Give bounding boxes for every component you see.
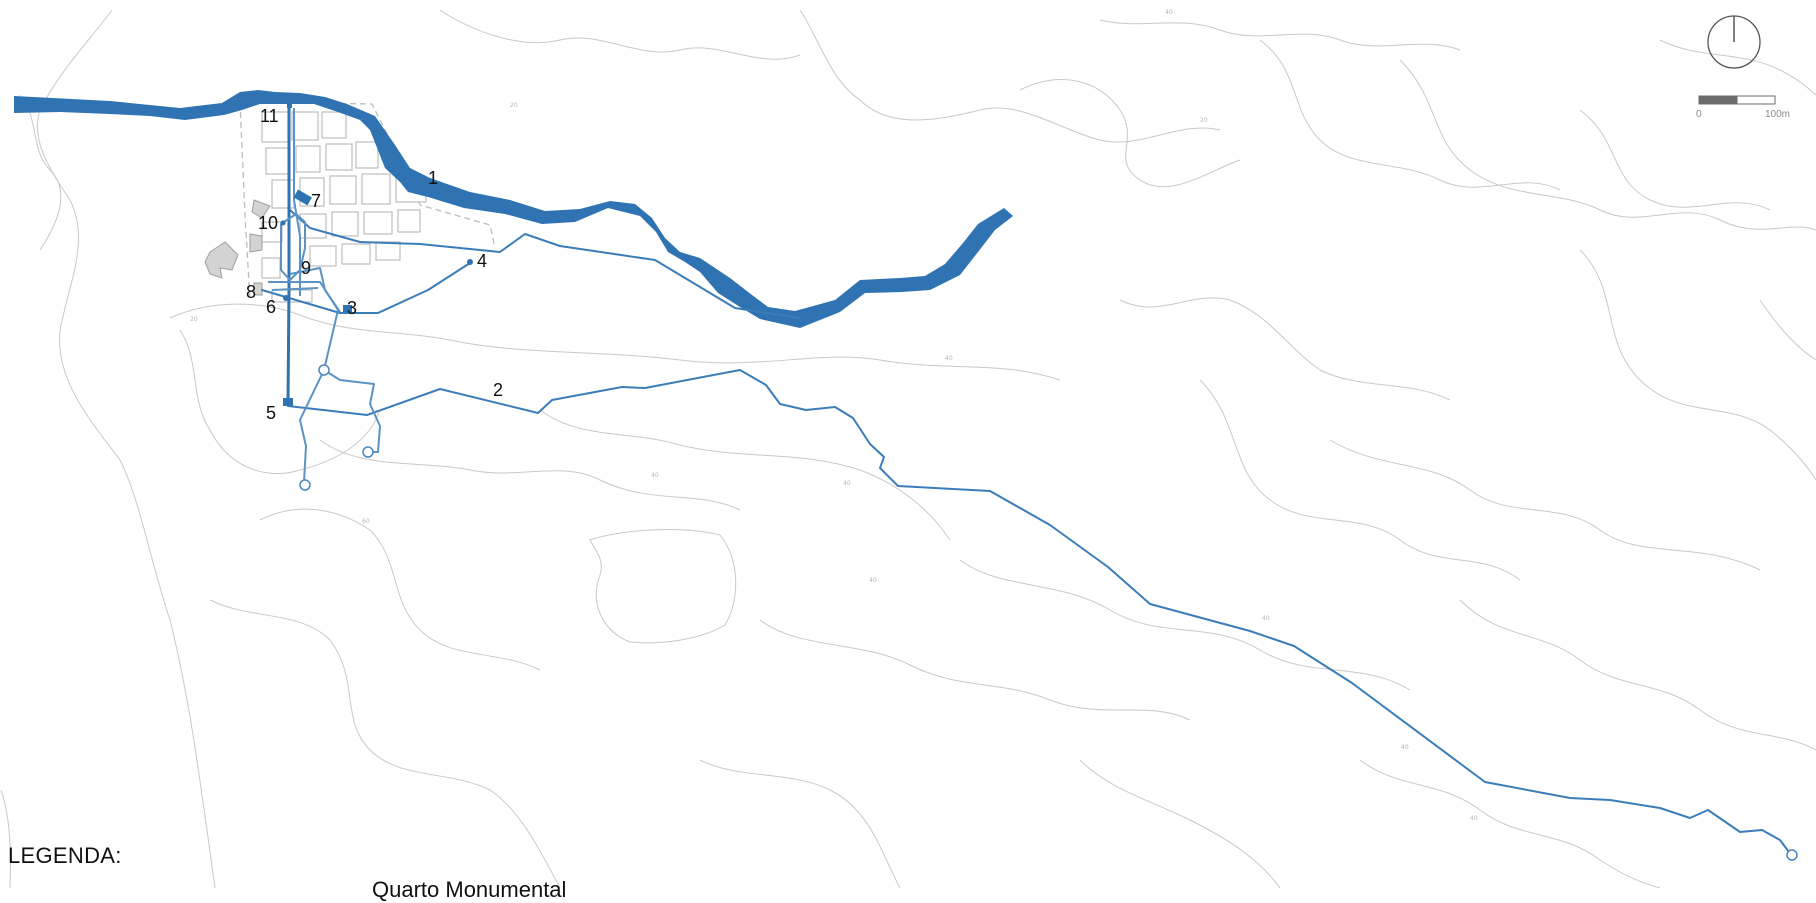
svg-text:60: 60 bbox=[362, 518, 370, 525]
pipelines bbox=[261, 103, 1798, 861]
svg-text:40: 40 bbox=[945, 355, 953, 362]
north-arrow-icon bbox=[1707, 15, 1761, 69]
svg-text:40: 40 bbox=[1262, 615, 1270, 622]
svg-text:20: 20 bbox=[510, 102, 518, 109]
feature-label-2: 2 bbox=[493, 380, 503, 400]
svg-text:40: 40 bbox=[843, 480, 851, 487]
feature-label-9: 9 bbox=[301, 258, 311, 278]
feature-label-1: 1 bbox=[428, 168, 438, 188]
contour-lines: 40 20 20 20 40 40 60 40 40 40 40 40 bbox=[0, 9, 1816, 888]
feature-label-6: 6 bbox=[266, 297, 276, 317]
svg-text:40: 40 bbox=[1401, 744, 1409, 751]
feature-label-10: 10 bbox=[258, 213, 278, 233]
svg-text:40: 40 bbox=[1470, 815, 1478, 822]
feature-label-8: 8 bbox=[246, 282, 256, 302]
svg-text:20: 20 bbox=[1200, 117, 1208, 124]
scale-bar: 0 100m bbox=[1696, 95, 1790, 120]
scale-start-label: 0 bbox=[1696, 109, 1702, 120]
legend-item-text: Quarto Monumental bbox=[372, 877, 567, 902]
svg-text:40: 40 bbox=[869, 577, 877, 584]
svg-text:40: 40 bbox=[651, 472, 659, 479]
river bbox=[14, 90, 1013, 328]
feature-label-3: 3 bbox=[347, 298, 357, 318]
feature-label-11: 11 bbox=[260, 106, 279, 126]
feature-labels: 1 2 3 4 5 6 7 8 9 10 11 bbox=[246, 106, 503, 423]
svg-text:40: 40 bbox=[1165, 9, 1173, 16]
feature-label-4: 4 bbox=[477, 251, 487, 271]
legend-title: LEGENDA: bbox=[8, 843, 122, 868]
scale-end-label: 100m bbox=[1765, 109, 1790, 120]
feature-label-7: 7 bbox=[311, 191, 321, 211]
feature-label-5: 5 bbox=[266, 403, 276, 423]
svg-text:20: 20 bbox=[190, 316, 198, 323]
